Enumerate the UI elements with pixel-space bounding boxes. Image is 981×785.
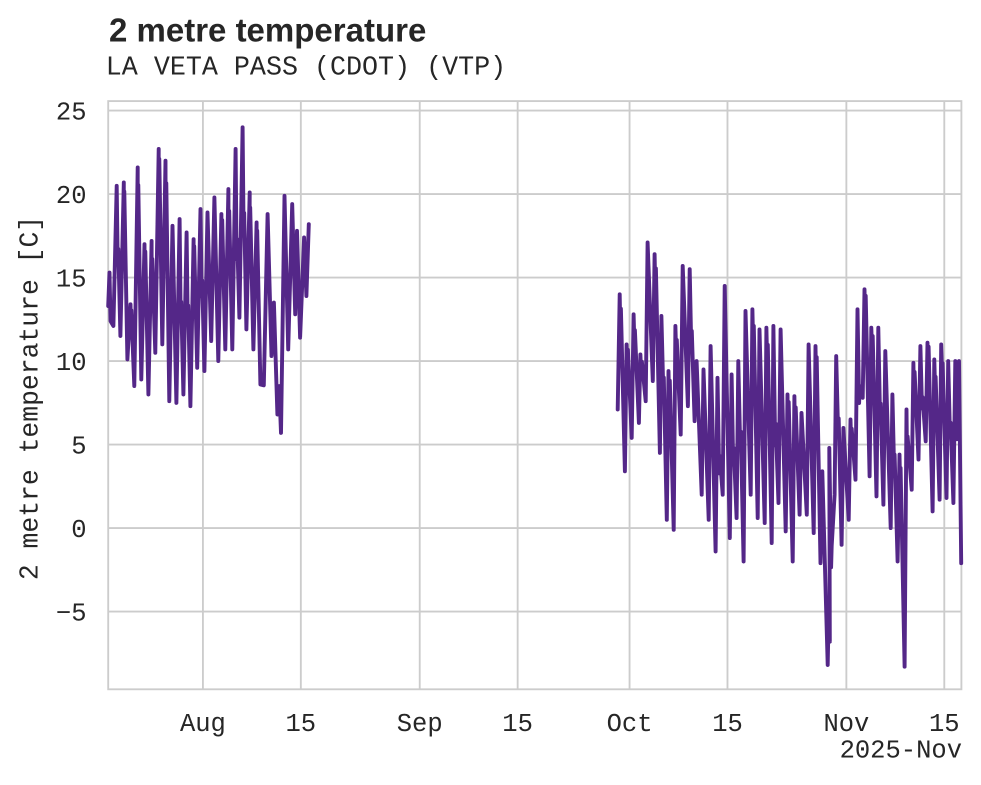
svg-text:5: 5 [71,432,86,461]
svg-text:10: 10 [56,349,87,378]
svg-text:20: 20 [56,182,87,211]
svg-text:Nov: Nov [823,710,869,739]
svg-text:Aug: Aug [180,710,226,739]
svg-text:15: 15 [712,710,743,739]
svg-text:−5: −5 [56,599,87,628]
svg-text:2 metre temperature [C]: 2 metre temperature [C] [16,216,46,580]
svg-text:2025-Nov: 2025-Nov [840,737,962,766]
svg-text:15: 15 [285,710,316,739]
svg-text:LA VETA PASS (CDOT) (VTP): LA VETA PASS (CDOT) (VTP) [106,53,506,83]
svg-text:Sep: Sep [397,710,443,739]
svg-text:25: 25 [56,98,87,127]
svg-text:15: 15 [56,265,87,294]
svg-text:15: 15 [929,710,960,739]
svg-text:2 metre temperature: 2 metre temperature [109,12,426,49]
svg-text:Oct: Oct [607,710,653,739]
svg-text:15: 15 [502,710,533,739]
svg-text:0: 0 [71,516,86,545]
